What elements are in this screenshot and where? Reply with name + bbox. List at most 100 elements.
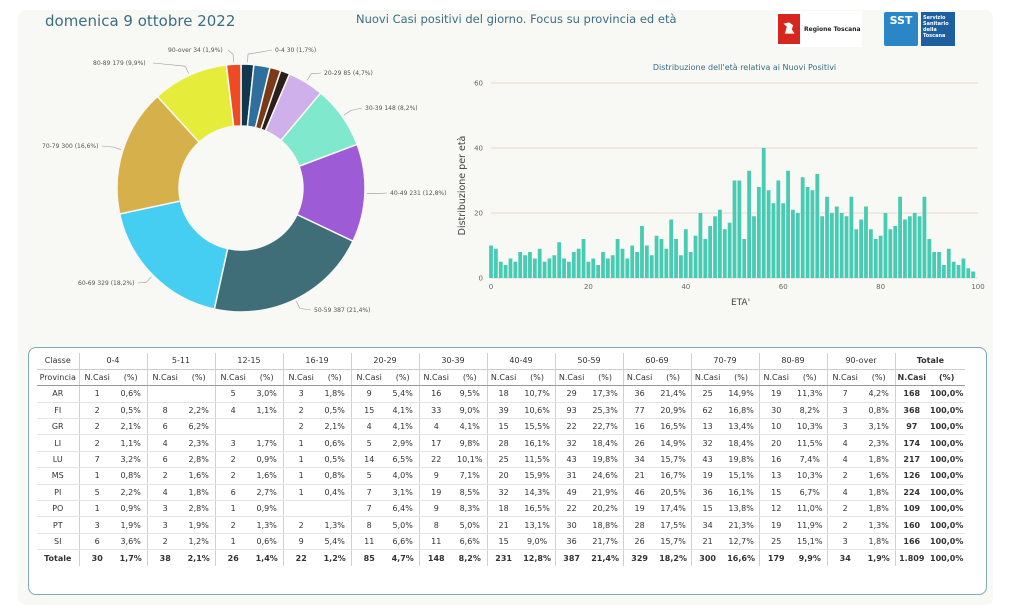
- table-cell: 4: [146, 484, 183, 502]
- table-cell: 10: [758, 418, 793, 436]
- subheader-pct-11: (%): [862, 369, 895, 387]
- histogram-bar-10: [537, 248, 542, 278]
- table-cell: 7: [350, 500, 387, 518]
- histogram-bar-74: [849, 196, 854, 278]
- histogram-bar-22: [596, 265, 601, 278]
- table-cell: 1: [214, 533, 251, 551]
- table-cell: 0,8%: [318, 467, 351, 485]
- table-cell: 5,0%: [452, 516, 487, 534]
- histogram-bar-35: [659, 239, 664, 278]
- histogram-bar-98: [966, 268, 971, 278]
- table-cell: 4: [146, 434, 183, 452]
- table-cell: 15: [486, 418, 520, 436]
- table-cell: 100,0%: [928, 516, 966, 534]
- histogram-bar-60: [781, 203, 786, 278]
- table-cell: 11: [418, 533, 453, 551]
- table-cell: 3: [214, 434, 251, 452]
- table-cell: 30: [554, 516, 588, 534]
- histogram-bar-49: [727, 222, 732, 278]
- table-cell: 0,8%: [114, 467, 147, 485]
- table-cell: 16,7%: [655, 467, 691, 485]
- histogram-bar-23: [601, 252, 605, 278]
- table-cell: 30: [78, 549, 115, 567]
- donut-leader-4: [306, 72, 322, 81]
- histogram-bar-99: [971, 271, 976, 278]
- table-cell: 3: [826, 402, 863, 420]
- table-cell: 2,1%: [114, 418, 147, 436]
- table-cell: 11,5%: [792, 434, 827, 452]
- histogram-bar-37: [669, 219, 674, 278]
- histogram-bar-38: [674, 239, 678, 278]
- sst-logo: SST Servizio Sanitario della Toscana: [884, 11, 956, 47]
- table-cell: 19: [418, 484, 453, 502]
- table-cell: 1,3%: [250, 516, 283, 534]
- column-header-8: 50-59: [554, 353, 623, 370]
- table-cell: 0,6%: [250, 533, 283, 551]
- donut-leader-5: [343, 107, 363, 116]
- subheader-ncasi-1: N.Casi: [146, 369, 183, 387]
- table-cell: 29: [554, 385, 588, 403]
- table-cell: 1,6%: [862, 467, 895, 485]
- table-cell: 21,4%: [655, 385, 691, 403]
- table-cell: 11,9%: [792, 516, 827, 534]
- table-cell: 2,1%: [182, 549, 215, 567]
- table-cell: 12: [758, 500, 793, 518]
- table-cell: 1: [282, 451, 319, 469]
- table-cell: 18: [486, 500, 520, 518]
- table-cell: 2: [826, 500, 863, 518]
- table-cell: 1: [214, 500, 251, 518]
- sst-abbr: SST: [884, 12, 918, 46]
- histogram-bar-19: [581, 239, 586, 278]
- column-header-1: 0-4: [78, 353, 147, 370]
- table-row: GR 2 2,1% 6 6,2% 2 2,1% 4 4,1% 4 4,1% 15 15,5% 22 22,7…: [37, 418, 966, 436]
- histogram-bar-7: [523, 255, 527, 278]
- table-cell: 9,8%: [452, 434, 487, 452]
- histogram-bar-42: [693, 235, 698, 278]
- table-row: LU 7 3,2% 6 2,8% 2 0,9% 1 0,5% 14 6,5% 22 10,1% 25 11,…: [37, 451, 966, 469]
- table-cell: 5: [350, 434, 387, 452]
- subheader-pct-2: (%): [250, 369, 283, 387]
- table-cell: 20,5%: [655, 484, 691, 502]
- table-cell: 19: [690, 467, 724, 485]
- table-cell: 20,9%: [655, 402, 691, 420]
- table-cell: 100,0%: [928, 500, 966, 518]
- table-cell: 22: [554, 418, 588, 436]
- table-cell: 7,1%: [452, 467, 487, 485]
- table-cell: 12,7%: [723, 533, 759, 551]
- histogram-bar-66: [810, 190, 815, 278]
- table-cell: 32: [690, 434, 724, 452]
- table-cell: 34: [690, 516, 724, 534]
- histogram-bar-34: [654, 235, 659, 278]
- dashboard-title: Nuovi Casi positivi del giorno. Focus su…: [356, 12, 677, 26]
- histogram-bar-51: [737, 180, 742, 278]
- histogram-bar-16: [567, 261, 571, 278]
- table-row: PI 5 2,2% 4 1,8% 6 2,7% 1 0,4% 7 3,1% 19 8,5% 32 14,3%…: [37, 484, 966, 502]
- sst-label: Servizio Sanitario della Toscana: [921, 12, 955, 46]
- donut-label-11: 90-over 34 (1,9%): [168, 47, 223, 54]
- table-cell: 25: [758, 533, 793, 551]
- table-cell: 3,1%: [862, 418, 895, 436]
- histogram-bar-69: [825, 196, 829, 278]
- table-cell: 126: [894, 467, 929, 485]
- table-cell: 19,8%: [723, 451, 759, 469]
- table-total-row: Totale 30 1,7% 38 2,1% 26 1,4% 22 1,2% 85 4,7% 148 8…: [37, 549, 966, 567]
- table-cell: 0,8%: [862, 402, 895, 420]
- histogram-bar-70: [830, 213, 834, 278]
- table-cell: 4,7%: [386, 549, 419, 567]
- table-cell: 387: [554, 549, 588, 567]
- table-cell: 10,7%: [519, 385, 555, 403]
- table-cell: 49: [554, 484, 588, 502]
- donut-label-7: 50-59 387 (21,4%): [314, 307, 370, 314]
- histogram-bar-64: [800, 177, 805, 278]
- table-row: MS 1 0,8% 2 1,6% 2 1,6% 1 0,8% 5 4,0% 9 7,1% 20 15,9% 3…: [37, 467, 966, 485]
- subheader-ncasi-2: N.Casi: [214, 369, 251, 387]
- table-cell: 1,9%: [114, 516, 147, 534]
- histogram-bar-79: [873, 239, 878, 278]
- donut-label-6: 40-49 231 (12,8%): [390, 190, 446, 197]
- table-cell: 15,1%: [723, 467, 759, 485]
- subheader-ncasi-9: N.Casi: [690, 369, 724, 387]
- province-name: FI: [37, 402, 79, 420]
- table-cell: 16,1%: [723, 484, 759, 502]
- table-cell: 4: [826, 484, 863, 502]
- province-name: MS: [37, 467, 79, 485]
